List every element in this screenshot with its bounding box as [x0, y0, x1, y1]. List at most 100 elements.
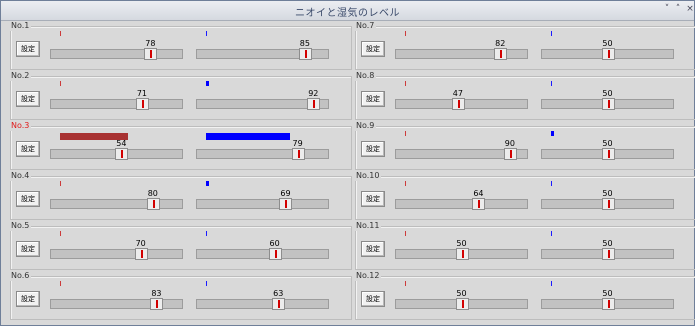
- humidity-slider-thumb[interactable]: [601, 198, 615, 210]
- humidity-value: 69: [280, 189, 291, 198]
- sensor-grid: No.1 設定 78 85 No.2 設定 71 92 No.3 設定 54 79 No.4 設定 80 69…: [3, 21, 695, 323]
- odor-slider-thumb[interactable]: [455, 248, 469, 260]
- humidity-level-bar: [551, 131, 554, 136]
- odor-slider-thumb[interactable]: [503, 148, 517, 160]
- minimize-icon[interactable]: ˅: [664, 4, 670, 14]
- odor-value: 50: [456, 239, 467, 248]
- odor-slider-track[interactable]: [395, 149, 528, 159]
- humidity-value: 79: [292, 139, 303, 148]
- humidity-slider-thumb[interactable]: [307, 98, 321, 110]
- humidity-value: 92: [308, 89, 319, 98]
- odor-slider-thumb[interactable]: [115, 148, 129, 160]
- odor-level-bar: [60, 133, 128, 140]
- set-button[interactable]: 設定: [361, 241, 385, 257]
- sensor-label: No.3: [9, 121, 32, 131]
- odor-slider-thumb[interactable]: [472, 198, 486, 210]
- set-button[interactable]: 設定: [361, 91, 385, 107]
- humidity-value: 50: [602, 89, 613, 98]
- odor-slider: 78: [50, 27, 183, 69]
- set-button[interactable]: 設定: [361, 291, 385, 307]
- set-button[interactable]: 設定: [361, 41, 385, 57]
- humidity-value: 50: [602, 239, 613, 248]
- odor-slider-track[interactable]: [50, 49, 183, 59]
- sensor-group: No.1 設定 78 85: [9, 21, 352, 70]
- set-button[interactable]: 設定: [361, 191, 385, 207]
- humidity-slider-track[interactable]: [196, 299, 329, 309]
- odor-level-bar: [405, 181, 406, 186]
- set-button[interactable]: 設定: [16, 141, 40, 157]
- odor-slider-track[interactable]: [50, 299, 183, 309]
- sensor-group: No.10 設定 64 50: [354, 171, 695, 220]
- odor-slider-thumb[interactable]: [135, 98, 149, 110]
- odor-value: 71: [136, 89, 147, 98]
- humidity-slider-thumb[interactable]: [272, 298, 286, 310]
- sensor-group: No.9 設定 90 50: [354, 121, 695, 170]
- odor-slider-thumb[interactable]: [146, 198, 160, 210]
- humidity-slider-track[interactable]: [196, 149, 329, 159]
- odor-level-bar: [405, 131, 406, 136]
- sensor-label: No.4: [9, 171, 32, 181]
- odor-value: 80: [147, 189, 158, 198]
- odor-value: 64: [473, 189, 484, 198]
- odor-level-bar: [405, 231, 406, 236]
- humidity-slider-thumb[interactable]: [601, 98, 615, 110]
- humidity-level-bar: [551, 81, 552, 86]
- maximize-icon[interactable]: ˄: [675, 4, 681, 14]
- humidity-slider-thumb[interactable]: [601, 298, 615, 310]
- set-button[interactable]: 設定: [361, 141, 385, 157]
- odor-slider-track[interactable]: [50, 199, 183, 209]
- humidity-slider: 92: [196, 77, 329, 119]
- close-icon[interactable]: ×: [686, 4, 694, 14]
- odor-slider-thumb[interactable]: [494, 48, 508, 60]
- set-button[interactable]: 設定: [16, 41, 40, 57]
- odor-slider: 64: [395, 177, 528, 219]
- odor-slider-track[interactable]: [395, 199, 528, 209]
- humidity-slider-track[interactable]: [196, 49, 329, 59]
- humidity-slider-thumb[interactable]: [601, 48, 615, 60]
- odor-slider-thumb[interactable]: [144, 48, 158, 60]
- humidity-level-bar: [551, 231, 552, 236]
- humidity-slider: 50: [541, 77, 674, 119]
- odor-slider-thumb[interactable]: [455, 298, 469, 310]
- sensor-label: No.8: [354, 71, 377, 81]
- humidity-slider-track[interactable]: [196, 199, 329, 209]
- humidity-level-bar: [206, 31, 207, 36]
- humidity-slider-thumb[interactable]: [298, 48, 312, 60]
- humidity-slider-track[interactable]: [196, 99, 329, 109]
- sensor-group: No.12 設定 50 50: [354, 271, 695, 320]
- humidity-slider: 50: [541, 27, 674, 69]
- set-button[interactable]: 設定: [16, 191, 40, 207]
- odor-slider: 50: [395, 277, 528, 319]
- odor-value: 50: [456, 289, 467, 298]
- title-bar[interactable]: ニオイと湿気のレベル ˅ ˄ ×: [1, 1, 694, 21]
- sensor-label: No.12: [354, 271, 382, 281]
- sensor-label: No.10: [354, 171, 382, 181]
- odor-slider-track[interactable]: [50, 249, 183, 259]
- odor-slider: 80: [50, 177, 183, 219]
- humidity-slider-thumb[interactable]: [601, 248, 615, 260]
- humidity-slider-thumb[interactable]: [291, 148, 305, 160]
- set-button[interactable]: 設定: [16, 241, 40, 257]
- odor-level-bar: [405, 81, 406, 86]
- humidity-level-bar: [206, 281, 207, 286]
- humidity-slider-track[interactable]: [196, 249, 329, 259]
- odor-slider-thumb[interactable]: [451, 98, 465, 110]
- set-button[interactable]: 設定: [16, 91, 40, 107]
- odor-slider-track[interactable]: [50, 99, 183, 109]
- humidity-slider-thumb[interactable]: [268, 248, 282, 260]
- set-button[interactable]: 設定: [16, 291, 40, 307]
- humidity-value: 63: [273, 289, 284, 298]
- humidity-slider: 63: [196, 277, 329, 319]
- sensor-label: No.5: [9, 221, 32, 231]
- humidity-slider-thumb[interactable]: [601, 148, 615, 160]
- odor-value: 82: [495, 39, 506, 48]
- odor-slider-thumb[interactable]: [150, 298, 164, 310]
- humidity-slider-thumb[interactable]: [279, 198, 293, 210]
- odor-level-bar: [60, 231, 61, 236]
- humidity-slider: 50: [541, 227, 674, 269]
- humidity-slider: 85: [196, 27, 329, 69]
- odor-slider-thumb[interactable]: [134, 248, 148, 260]
- odor-slider-track[interactable]: [395, 49, 528, 59]
- sensor-group: No.6 設定 83 63: [9, 271, 352, 320]
- odor-value: 78: [145, 39, 156, 48]
